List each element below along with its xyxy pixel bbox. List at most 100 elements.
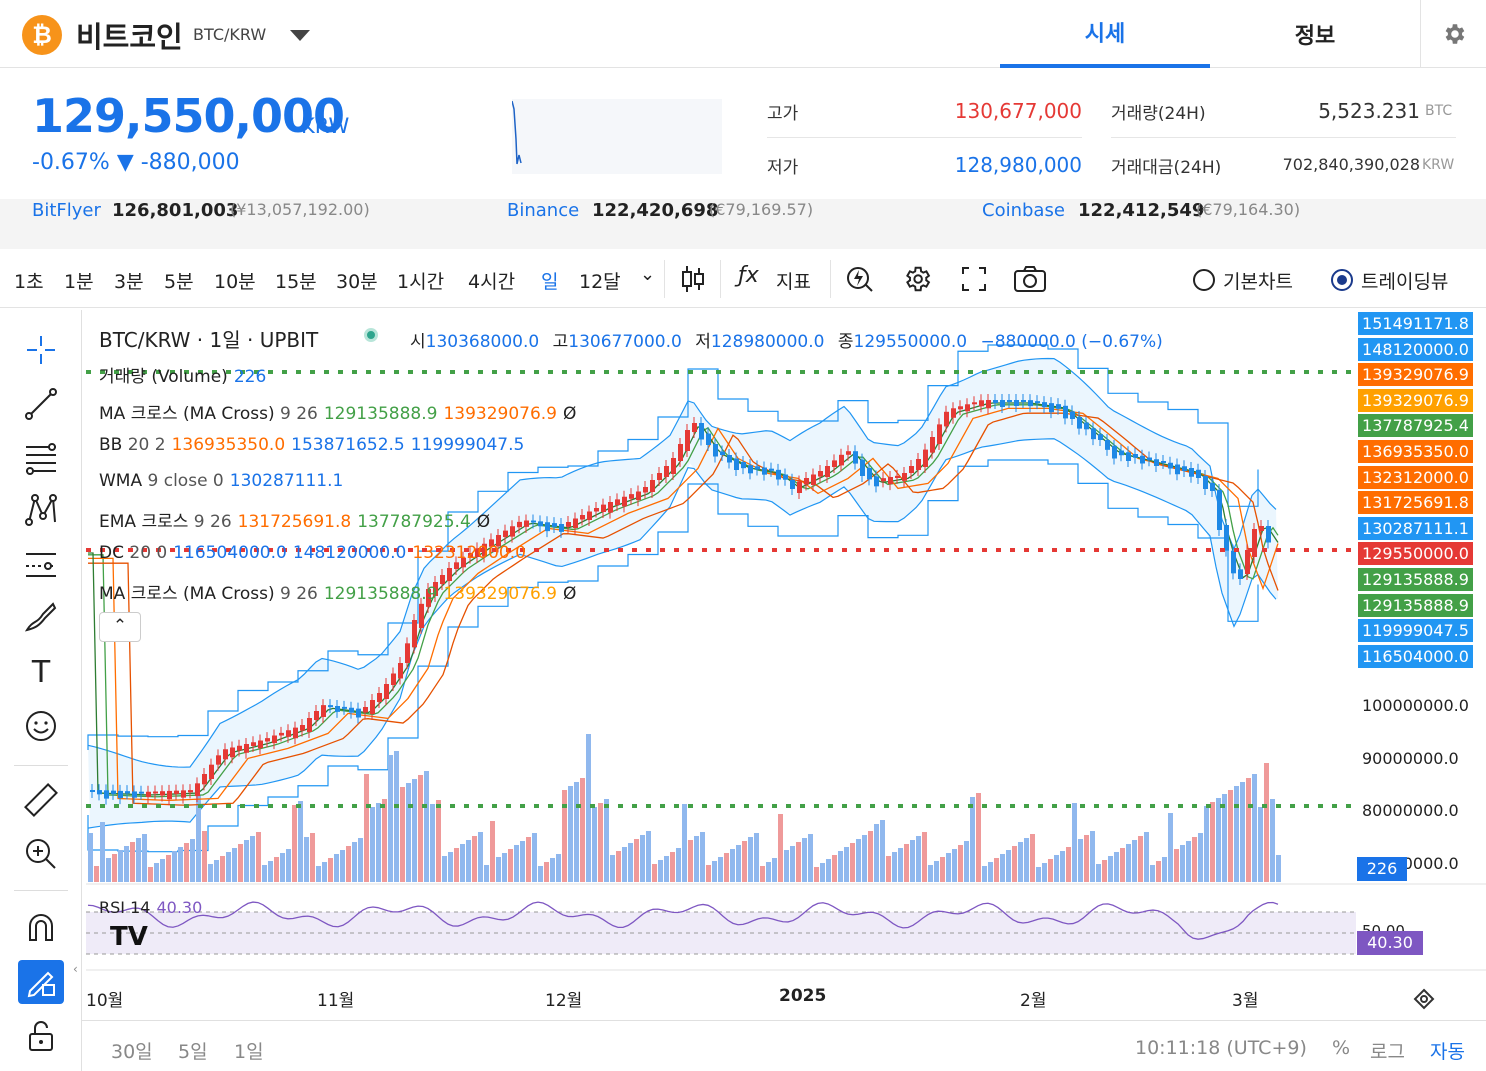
volume-bar xyxy=(982,866,987,882)
volume-bar xyxy=(1084,835,1089,882)
volume-bar xyxy=(352,842,357,882)
legend-wma[interactable]: WMA 9 close 0 130287111.1 xyxy=(99,471,344,491)
zoom-in-icon[interactable] xyxy=(16,832,66,876)
exchange-name[interactable]: Coinbase xyxy=(982,200,1065,221)
volume-bar xyxy=(694,836,699,882)
interval-5m[interactable]: 5분 xyxy=(164,271,194,293)
volume-bar xyxy=(442,856,447,882)
interval-1s[interactable]: 1초 xyxy=(14,271,44,293)
volume-bar xyxy=(460,844,465,882)
volume-bar xyxy=(586,734,591,882)
fx-icon[interactable]: ƒx xyxy=(738,263,759,288)
range-30d[interactable]: 30일 xyxy=(111,1041,153,1063)
basic-chart-label[interactable]: 기본차트 xyxy=(1223,271,1293,293)
candle-icon[interactable] xyxy=(680,264,706,299)
volume-bar xyxy=(340,850,345,882)
price-chart[interactable] xyxy=(0,310,1486,1071)
lock-drawing-icon[interactable] xyxy=(18,960,64,1004)
legend-bb[interactable]: BB 20 2 136935350.0 153871652.5 119999047.5 xyxy=(99,435,525,455)
fullscreen-icon[interactable] xyxy=(960,265,988,298)
interval-10m[interactable]: 10분 xyxy=(214,271,256,293)
chevron-down-icon[interactable]: ⌄ xyxy=(640,264,656,285)
gear-icon[interactable] xyxy=(1420,0,1486,68)
candle xyxy=(230,747,235,758)
interval-30m[interactable]: 30분 xyxy=(336,271,378,293)
legend-volume[interactable]: 거래량 (Volume) 226 xyxy=(99,367,267,387)
projection-icon[interactable] xyxy=(16,542,66,586)
tradingview-label[interactable]: 트레이딩뷰 xyxy=(1361,271,1449,293)
volume-bar xyxy=(670,852,675,882)
legend-ema-cross[interactable]: EMA 크로스 9 26 131725691.8 137787925.4 Ø xyxy=(99,512,491,532)
volume-bar xyxy=(1054,855,1059,882)
alert-icon[interactable] xyxy=(845,264,875,299)
volume-bar xyxy=(688,840,693,882)
candle xyxy=(566,522,571,527)
candle xyxy=(811,474,816,485)
volume-bar xyxy=(604,799,609,882)
tab-price[interactable]: 시세 xyxy=(1000,0,1210,68)
indicator-button[interactable]: 지표 xyxy=(776,271,811,293)
settings-icon[interactable] xyxy=(902,264,932,299)
legend-rsi[interactable]: RSI 14 40.30 xyxy=(99,898,203,917)
goto-realtime-icon[interactable] xyxy=(1412,987,1436,1015)
candle xyxy=(1140,455,1145,464)
date-label: 10월 xyxy=(86,991,124,1011)
interval-12month[interactable]: 12달 xyxy=(579,271,621,293)
interval-1h[interactable]: 1시간 xyxy=(397,271,445,293)
basic-chart-radio[interactable] xyxy=(1193,269,1215,291)
volume-bar xyxy=(556,854,561,882)
interval-3m[interactable]: 3분 xyxy=(114,271,144,293)
clock-time[interactable]: 10:11:18 (UTC+9) xyxy=(1135,1037,1307,1059)
tradingview-radio[interactable] xyxy=(1331,269,1353,291)
volume-bar xyxy=(418,775,423,882)
exchange-name[interactable]: BitFlyer xyxy=(32,200,101,221)
legend-ma-cross[interactable]: MA 크로스 (MA Cross) 9 26 129135888.9 1393290… xyxy=(99,404,577,424)
interval-15m[interactable]: 15분 xyxy=(275,271,317,293)
legend-dc[interactable]: DC 20 0 116504000.0 148120000.0 132312000.0 xyxy=(99,543,526,563)
text-icon[interactable]: T xyxy=(31,654,51,690)
chart-area[interactable]: T ‹ BTC/KRW · 1일 · UPBIT xyxy=(0,310,1486,1071)
fib-icon[interactable] xyxy=(16,435,66,479)
percent-toggle[interactable]: % xyxy=(1332,1037,1351,1059)
pattern-icon[interactable] xyxy=(16,488,66,532)
volume-bar xyxy=(1066,847,1071,882)
tab-info[interactable]: 정보 xyxy=(1294,24,1336,49)
log-toggle[interactable]: 로그 xyxy=(1370,1041,1405,1063)
interval-day[interactable]: 일 xyxy=(541,271,559,293)
interval-1m[interactable]: 1분 xyxy=(64,271,94,293)
candle xyxy=(951,408,956,418)
trend-line-icon[interactable] xyxy=(16,382,66,426)
range-5d[interactable]: 5일 xyxy=(178,1041,208,1063)
candle xyxy=(979,400,984,407)
candle xyxy=(174,790,179,794)
auto-toggle[interactable]: 자동 xyxy=(1430,1041,1465,1063)
crosshair-icon[interactable] xyxy=(16,328,66,372)
price-scale-label: 136935350.0 xyxy=(1358,440,1473,463)
ruler-icon[interactable] xyxy=(16,778,66,822)
chevron-down-icon[interactable] xyxy=(290,30,310,41)
brush-icon[interactable] xyxy=(16,596,66,640)
candle xyxy=(559,524,564,532)
volume-bar xyxy=(124,846,129,882)
candle xyxy=(272,735,277,744)
exchange-sub: (¥13,057,192.00) xyxy=(230,200,370,219)
interval-4h[interactable]: 4시간 xyxy=(468,271,516,293)
volume-bar xyxy=(1102,860,1107,882)
volume-bar xyxy=(526,837,531,882)
volume-bar xyxy=(844,847,849,882)
volume-bar xyxy=(412,779,417,882)
volume-bar xyxy=(856,839,861,882)
legend-ma-cross-2[interactable]: MA 크로스 (MA Cross) 9 26 129135888.9 1393290… xyxy=(99,584,577,604)
camera-icon[interactable] xyxy=(1013,264,1047,299)
emoji-icon[interactable] xyxy=(16,704,66,748)
candle xyxy=(524,520,529,527)
exchange-name[interactable]: Binance xyxy=(507,200,580,221)
collapse-handle[interactable]: ‹ xyxy=(73,962,78,976)
magnet-icon[interactable] xyxy=(16,906,66,950)
volume-bar xyxy=(1198,833,1203,882)
unlock-icon[interactable] xyxy=(16,1014,66,1058)
price-scale-label: 129550000.0 xyxy=(1358,542,1473,566)
collapse-legend-button[interactable]: ⌃ xyxy=(99,612,141,642)
range-1d[interactable]: 1일 xyxy=(234,1041,264,1063)
